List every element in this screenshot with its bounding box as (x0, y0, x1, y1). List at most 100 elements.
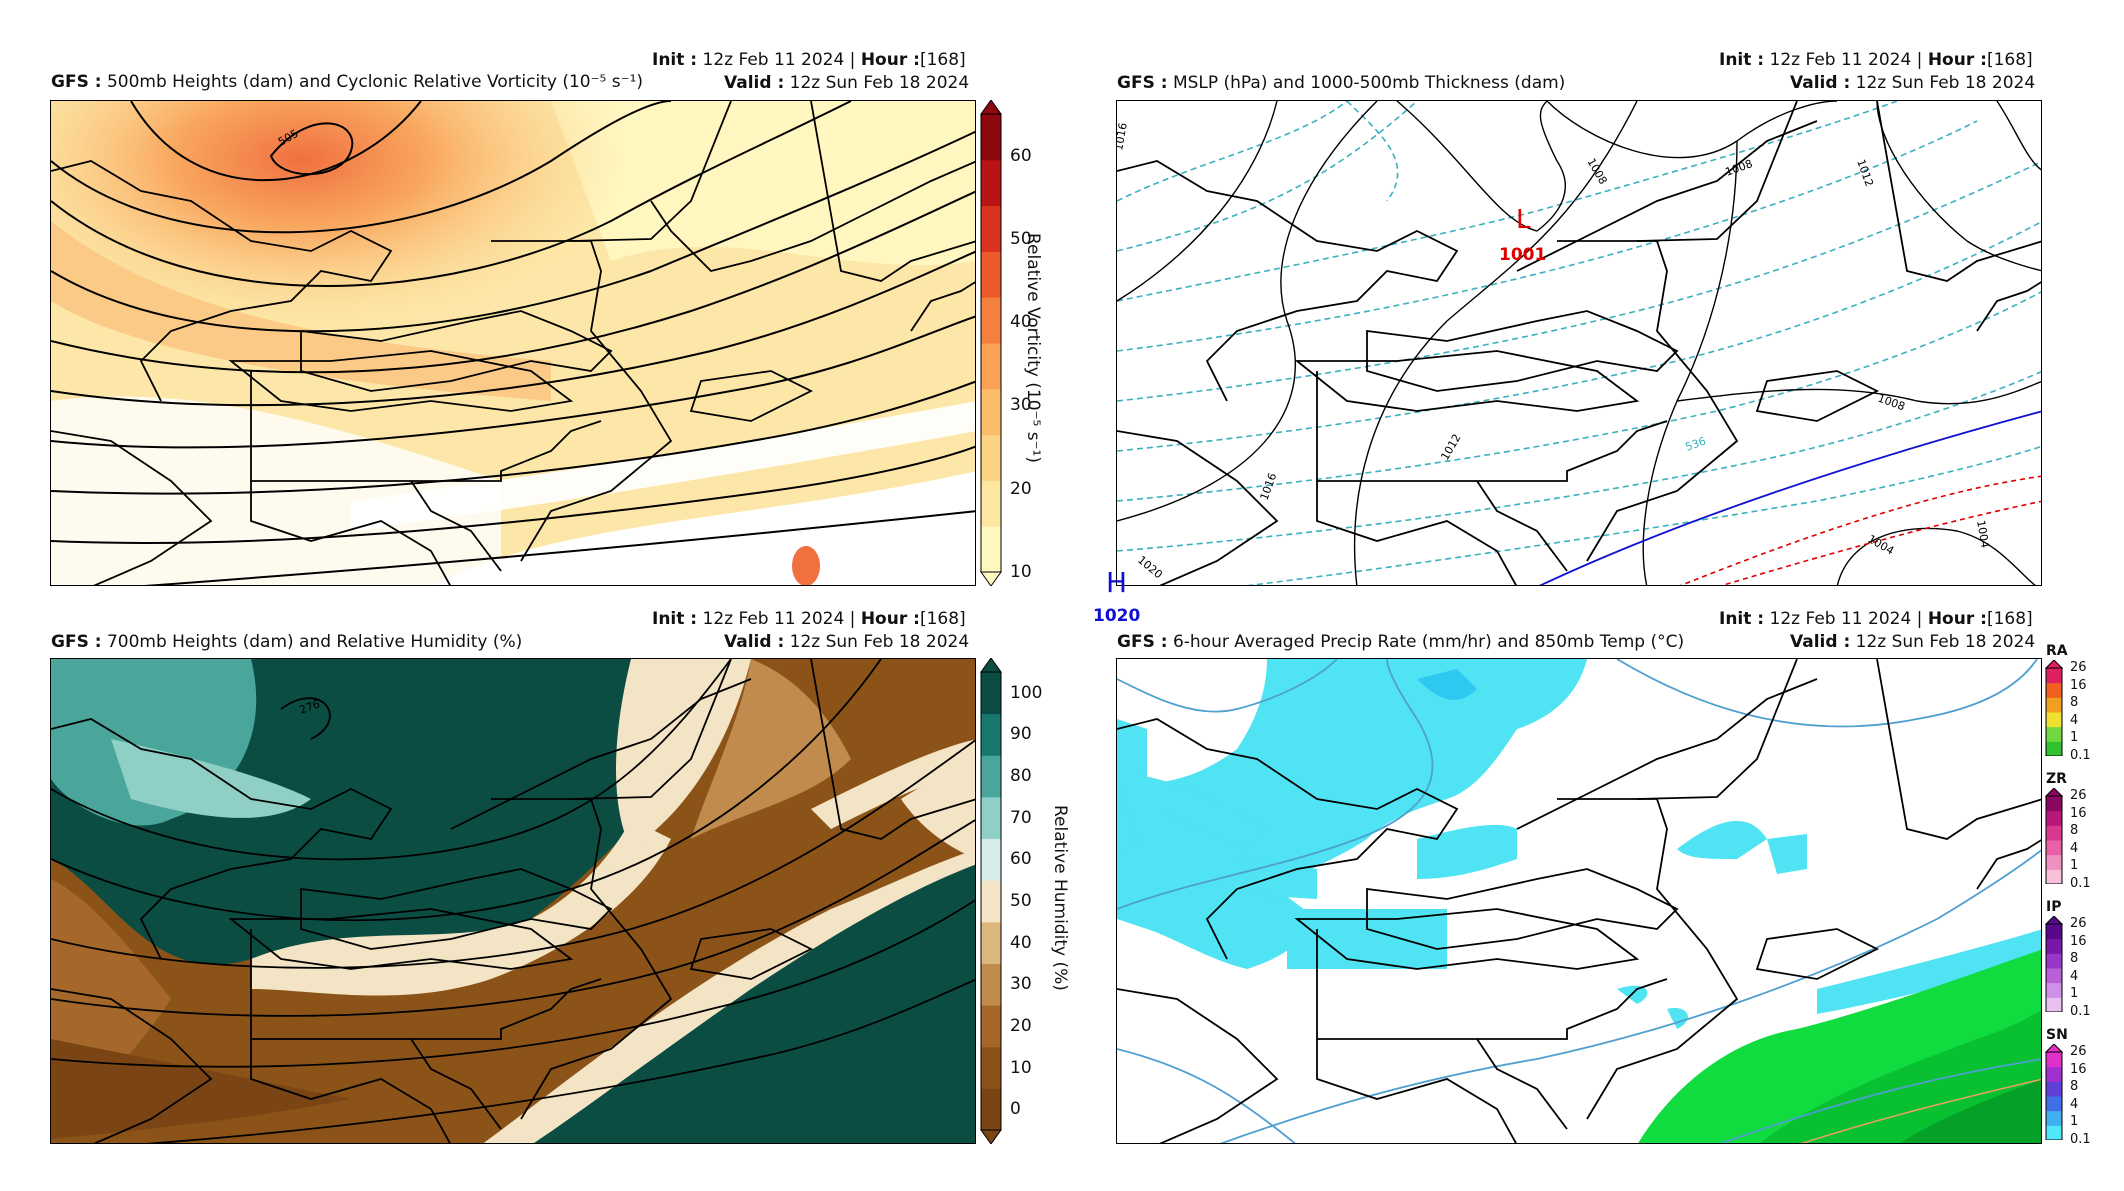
ptype-tick-label: 8 (2070, 823, 2079, 839)
ptype-segment (2046, 810, 2062, 826)
panel-title: GFS : 6-hour Averaged Precip Rate (mm/hr… (1117, 632, 1685, 652)
colorbar-tick-label: 50 (1010, 228, 1032, 249)
ptype-segment (2046, 854, 2062, 870)
ptype-segment (2046, 796, 2062, 812)
ptype-colorbar-ra (2045, 660, 2064, 756)
ptype-segment (2046, 840, 2062, 856)
colorbar-tick-label: 10 (1010, 562, 1032, 582)
colorbar-label: Relative Vorticity (10⁻⁵ s⁻¹) (1023, 233, 1043, 463)
map-700mb: 276 (50, 658, 976, 1144)
ptype-tick-label: 26 (2070, 660, 2087, 675)
colorbar-segment (981, 1046, 1001, 1089)
ptype-segment (2046, 741, 2062, 756)
panel-title: GFS : 700mb Heights (dam) and Relative H… (51, 632, 523, 652)
ptype-max-arrow (2045, 916, 2064, 925)
init-line: Init : 12z Feb 11 2024 | Hour :[168] (1719, 50, 2033, 70)
colorbar-segment (981, 713, 1001, 756)
ptype-max-arrow (2045, 660, 2064, 669)
colorbar-segment (981, 963, 1001, 1006)
ptype-tick-label: 4 (2070, 968, 2079, 984)
ptype-segment (2046, 924, 2062, 940)
map-precip (1116, 658, 2042, 1144)
panel-title: GFS : 500mb Heights (dam) and Cyclonic R… (51, 72, 644, 92)
colorbar-label: Relative Humidity (%) (1050, 805, 1070, 991)
colorbar-segment (981, 297, 1001, 344)
colorbar-tick-label: 20 (1010, 478, 1032, 499)
ptype-tick-label: 16 (2070, 805, 2087, 821)
ptype-tick-label: 1 (2070, 1114, 2079, 1130)
ptype-tick-label: 8 (2070, 1079, 2079, 1095)
ptype-tick-label: 4 (2070, 840, 2079, 856)
ptype-colorbar-zr (2045, 788, 2064, 884)
ptype-tick-label: 8 (2070, 695, 2079, 711)
ptype-segment (2046, 997, 2062, 1012)
ptype-tick-label: 1 (2070, 986, 2079, 1002)
ptype-tick-label: 16 (2070, 677, 2087, 693)
map-500mb: 505 (50, 100, 976, 586)
ptype-tick-label: 26 (2070, 916, 2087, 931)
ptype-segment (2046, 1052, 2062, 1068)
colorbar-humidity (980, 657, 1002, 1145)
init-line: Init : 12z Feb 11 2024 | Hour :[168] (652, 50, 966, 70)
svg-text:1004: 1004 (1974, 519, 1992, 549)
colorbar-segment (981, 672, 1001, 715)
colorbar-min-arrow (980, 571, 1002, 587)
ptype-tick-label: 26 (2070, 788, 2087, 803)
colorbar-frame (980, 113, 1002, 573)
ptype-segment (2046, 869, 2062, 884)
colorbar-tick-label: 60 (1010, 849, 1032, 870)
panel-title: GFS : MSLP (hPa) and 1000-500mb Thicknes… (1117, 73, 1566, 93)
colorbar-vorticity (980, 99, 1002, 587)
ptype-tick-label: 1 (2070, 858, 2079, 874)
ptype-segment (2046, 968, 2062, 984)
ptype-tick-label: 1 (2070, 730, 2079, 746)
colorbar-segment (981, 755, 1001, 798)
colorbar-segment (981, 343, 1001, 390)
map-mslp: 1016 1008 1008 1012 1008 1004 1004 1016 … (1116, 100, 2042, 586)
colorbar-segment (981, 880, 1001, 923)
ptype-max-arrow (2045, 788, 2064, 797)
ptype-segment (2046, 1081, 2062, 1097)
valid-line: Valid : 12z Sun Feb 18 2024 (724, 632, 970, 652)
colorbar-tick-label: 10 (1010, 1057, 1032, 1078)
high-pressure-symbol: H (1106, 566, 1128, 599)
ptype-frame (2045, 923, 2063, 1012)
valid-line: Valid : 12z Sun Feb 18 2024 (1790, 632, 2036, 652)
ptype-label-ip: IP (2046, 899, 2062, 915)
ptype-segment (2046, 953, 2062, 969)
init-line: Init : 12z Feb 11 2024 | Hour :[168] (652, 609, 966, 629)
colorbar-segment (981, 159, 1001, 207)
colorbar-tick-label: 40 (1010, 932, 1032, 953)
ptype-tick-label: 4 (2070, 712, 2079, 728)
colorbar-segment (981, 205, 1001, 252)
colorbar-tick-label: 50 (1010, 891, 1032, 911)
colorbar-segment (981, 388, 1001, 436)
ptype-tick-label: 0.1 (2070, 1004, 2091, 1019)
ptype-label-zr: ZR (2046, 771, 2067, 787)
colorbar-tick-label: 30 (1010, 395, 1032, 416)
init-line: Init : 12z Feb 11 2024 | Hour :[168] (1719, 609, 2033, 629)
colorbar-tick-label: 20 (1010, 1015, 1032, 1036)
colorbar-tick-label: 100 (1010, 682, 1043, 703)
colorbar-segment (981, 1005, 1001, 1048)
ptype-segment (2046, 712, 2062, 728)
ptype-segment (2046, 825, 2062, 841)
colorbar-max-arrow (980, 99, 1002, 115)
ptype-max-arrow (2045, 1044, 2064, 1053)
colorbar-tick-label: 70 (1010, 807, 1032, 828)
ptype-colorbar-sn (2045, 1044, 2064, 1140)
ptype-tick-label: 0.1 (2070, 876, 2091, 891)
colorbar-segment (981, 1088, 1001, 1131)
valid-line: Valid : 12z Sun Feb 18 2024 (724, 73, 970, 93)
ptype-segment (2046, 668, 2062, 684)
low-pressure-symbol: L (1516, 205, 1531, 235)
ptype-segment (2046, 726, 2062, 742)
ptype-label-sn: SN (2046, 1027, 2068, 1043)
valid-line: Valid : 12z Sun Feb 18 2024 (1790, 73, 2036, 93)
ptype-colorbar-ip (2045, 916, 2064, 1012)
ptype-tick-label: 26 (2070, 1044, 2087, 1059)
colorbar-tick-label: 40 (1010, 312, 1032, 333)
ptype-segment (2046, 1110, 2062, 1126)
ptype-segment (2046, 1066, 2062, 1082)
colorbar-tick-label: 90 (1010, 724, 1032, 745)
